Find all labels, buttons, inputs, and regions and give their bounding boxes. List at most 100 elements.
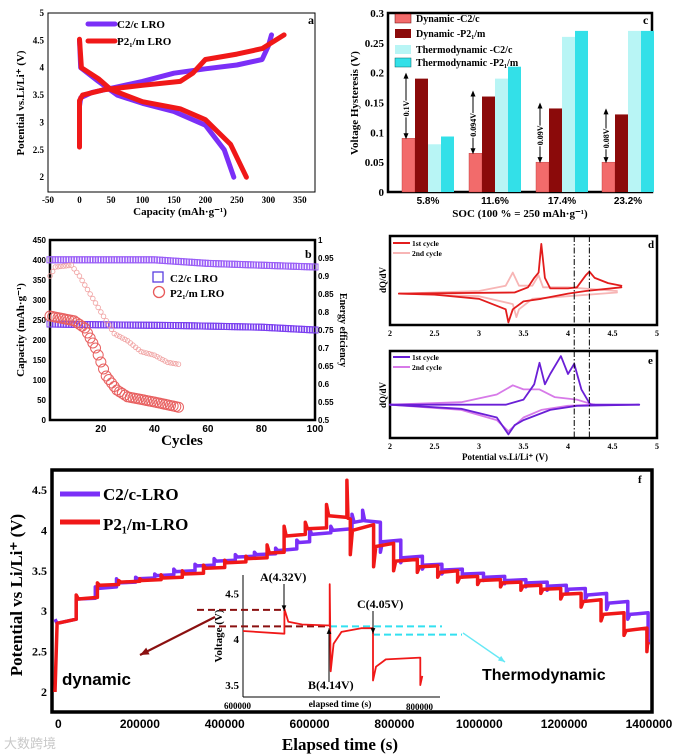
point-b-arrow-head-icon bbox=[326, 628, 332, 634]
category-label: 5.8% bbox=[417, 196, 440, 207]
bar-thermodynamic-c2-c bbox=[628, 30, 641, 193]
ytick-label-right: 0.65 bbox=[318, 362, 334, 371]
ytick-label: 4 bbox=[40, 63, 45, 73]
legend-b-label-c2c: C2/c LRO bbox=[170, 273, 218, 285]
bar-dynamic-c2-c bbox=[601, 161, 616, 193]
curve-a-discharge-1 bbox=[77, 36, 249, 180]
efficiency-point bbox=[165, 359, 171, 366]
dqdv-discharge-curve bbox=[397, 291, 618, 319]
ytick-label-right: 0.5 bbox=[318, 416, 330, 425]
efficiency-point bbox=[87, 291, 93, 297]
ytick-label: 3.5 bbox=[32, 564, 47, 578]
efficiency-point bbox=[49, 268, 56, 275]
xtick-label: 40 bbox=[149, 424, 161, 435]
ytick-label: 0.3 bbox=[370, 8, 384, 20]
efficiency-point bbox=[47, 273, 53, 279]
dqdv-discharge-curve bbox=[397, 286, 623, 324]
dqdv-charge-curve bbox=[389, 355, 641, 406]
curve-a-charge-1 bbox=[77, 32, 287, 150]
thermodynamic-pointer-arrow-head-icon bbox=[497, 655, 505, 662]
xtick-label: 800000 bbox=[374, 717, 414, 731]
legend-c-label-3: Thermodynamic -P2₁/m bbox=[416, 58, 519, 69]
inset-xtick-800000: 800000 bbox=[406, 702, 434, 712]
efficiency-point bbox=[84, 286, 91, 293]
efficiency-point bbox=[58, 263, 64, 270]
ytick-label-right: 0.9 bbox=[318, 272, 330, 281]
efficiency-point bbox=[173, 361, 179, 367]
capacity-point bbox=[76, 320, 88, 332]
ytick-label: 150 bbox=[33, 356, 47, 365]
bar-dynamic-p2-m bbox=[549, 108, 562, 192]
legend-c-label-1: Dynamic -P2₁/m bbox=[416, 29, 486, 40]
inset-ytick-label: 3.5 bbox=[225, 680, 239, 692]
xtick-label: 20 bbox=[95, 424, 107, 435]
arrow-head-up-icon bbox=[403, 72, 409, 79]
xtick-label: 1400000 bbox=[626, 717, 673, 731]
xtick-label: 100 bbox=[307, 424, 324, 435]
efficiency-point bbox=[311, 263, 319, 271]
xtick-label: 2 bbox=[388, 329, 392, 338]
hysteresis-annotation: 0.094V bbox=[469, 113, 478, 137]
efficiency-point bbox=[100, 313, 107, 320]
ytick-label: 0.25 bbox=[365, 38, 385, 50]
capacity-point bbox=[95, 356, 107, 368]
legend-d-label-2nd: 2nd cycle bbox=[412, 249, 442, 258]
efficiency-point bbox=[55, 264, 61, 270]
legend-c-label-0: Dynamic -C2/c bbox=[416, 14, 480, 25]
hysteresis-annotation: 0.09V bbox=[536, 125, 545, 145]
xtick-label: 3 bbox=[477, 329, 481, 338]
ytick-label: 2.5 bbox=[33, 145, 45, 155]
arrow-head-up-icon bbox=[470, 90, 476, 97]
xtick-label: -50 bbox=[42, 195, 54, 205]
dynamic-pointer-arrow bbox=[139, 616, 216, 656]
xtick-label: 2.5 bbox=[430, 442, 440, 451]
xtick-label: 1000000 bbox=[456, 717, 503, 731]
panel-f-frame bbox=[50, 468, 654, 714]
legend-c-swatch-2 bbox=[395, 45, 411, 54]
ytick-label: 350 bbox=[33, 276, 47, 285]
ytick-label: 0.2 bbox=[370, 68, 384, 80]
dqdv-charge-curve bbox=[397, 271, 618, 295]
hysteresis-annotation: 0.1V bbox=[402, 100, 411, 116]
xtick-label: 4 bbox=[566, 329, 570, 338]
panel-e-dqdv-c2c: e dQ/dV Potential vs.Li/Li⁺ (V) 1st cycl… bbox=[378, 236, 659, 462]
category-label: 23.2% bbox=[614, 196, 642, 207]
panel-a-charge-discharge: a Capacity (mAh·g⁻¹) Potential vs.Li/Li⁺… bbox=[15, 8, 316, 218]
capacity-point bbox=[81, 327, 93, 339]
capacity-point bbox=[106, 377, 118, 389]
efficiency-point bbox=[149, 351, 155, 358]
legend-a-label-p21m: P2₁/m LRO bbox=[117, 36, 172, 48]
efficiency-point bbox=[82, 282, 88, 288]
panel-b-cycling: b Cycles Capacity (mAh·g⁻¹) Energy effic… bbox=[15, 236, 348, 449]
inset-label-c: C(4.05V) bbox=[357, 597, 403, 611]
ytick-label: 4 bbox=[41, 523, 47, 537]
capacity-point bbox=[98, 363, 110, 375]
ytick-label: 2 bbox=[40, 172, 45, 182]
xtick-label: 60 bbox=[202, 424, 214, 435]
panel-c-legend: Dynamic -C2/c Dynamic -P2₁/m Thermodynam… bbox=[394, 13, 519, 69]
efficiency-point bbox=[157, 355, 163, 361]
xtick-label: 5 bbox=[655, 329, 659, 338]
panel-d-letter: d bbox=[648, 239, 654, 251]
panel-e-frame bbox=[388, 349, 659, 440]
bar-dynamic-c2-c bbox=[468, 153, 483, 193]
ytick-label: 300 bbox=[33, 296, 47, 305]
xtick-label: 4.5 bbox=[608, 329, 618, 338]
inset-xlabel: elapsed time (s) bbox=[309, 699, 372, 710]
arrow-head-down-icon bbox=[470, 148, 476, 155]
arrow-head-down-icon bbox=[537, 157, 543, 164]
xtick-label: 3.5 bbox=[519, 329, 529, 338]
point-c-arrow-head-icon bbox=[370, 628, 376, 634]
category-label: 17.4% bbox=[548, 196, 576, 207]
dqdv-charge-curve bbox=[397, 242, 623, 295]
panel-f-overlay: C2/c-LRO P2₁/m-LRO dynamic Thermodynamic… bbox=[60, 485, 606, 712]
panel-e-ylabel: dQ/dV bbox=[378, 381, 388, 408]
efficiency-point bbox=[108, 326, 115, 332]
xtick-label: 5 bbox=[655, 442, 659, 451]
capacity-point bbox=[119, 389, 131, 401]
efficiency-point bbox=[146, 351, 152, 357]
bar-dynamic-c2-c bbox=[401, 138, 416, 193]
ytick-label: 0.05 bbox=[365, 157, 385, 169]
xtick-label: 250 bbox=[230, 195, 244, 205]
thermodynamic-pointer-arrow bbox=[462, 632, 506, 663]
